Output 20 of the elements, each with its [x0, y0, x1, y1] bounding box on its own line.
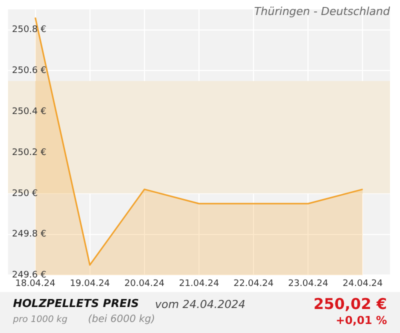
text: (bei 6000 kg) — [88, 314, 156, 325]
x-tick-label: 24.04.24 — [342, 278, 384, 289]
y-tick-label: 250.2 € — [12, 148, 47, 158]
y-tick-label: 250.4 € — [12, 106, 47, 117]
y-tick-label: 250.6 € — [12, 66, 47, 76]
x-tick-label: 21.04.24 — [178, 278, 220, 289]
text: HOLZPELLETS PREIS — [13, 297, 139, 310]
x-tick-label: 19.04.24 — [70, 278, 110, 289]
y-tick-label: 250 € — [12, 188, 38, 199]
y-tick-label: 250.8 € — [12, 25, 47, 36]
text: +0,01 % — [336, 314, 387, 327]
x-tick-label: 18.04.24 — [15, 278, 56, 289]
text: pro 1000 kg — [13, 315, 68, 325]
text: vom 24.04.2024 — [155, 298, 246, 311]
text: 250,02 € — [313, 295, 387, 313]
x-tick-label: 22.04.24 — [234, 278, 274, 289]
y-tick-label: 249.8 € — [12, 230, 47, 240]
x-tick-label: 20.04.24 — [124, 278, 165, 289]
chart-subtitle: Thüringen - Deutschland — [254, 5, 390, 18]
x-tick-label: 23.04.24 — [288, 278, 328, 289]
